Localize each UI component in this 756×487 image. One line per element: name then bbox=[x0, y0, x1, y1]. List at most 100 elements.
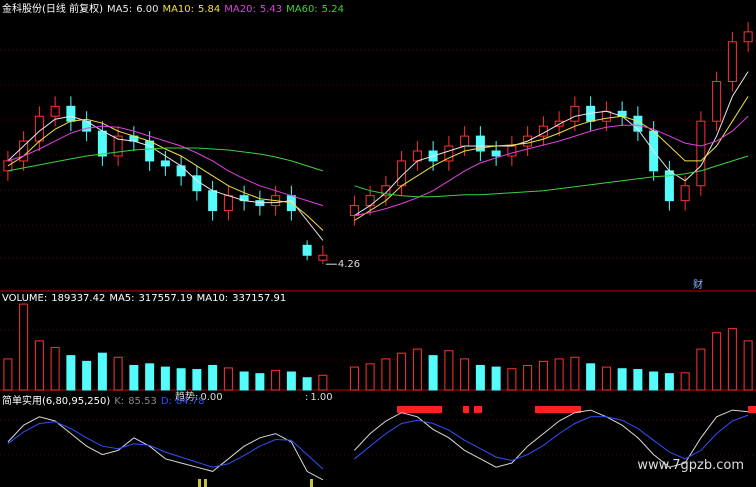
volume-bar bbox=[633, 369, 643, 391]
indicator-name: : bbox=[305, 392, 308, 403]
candle-body bbox=[601, 110, 611, 122]
watermark: www.7gpzb.com bbox=[637, 458, 744, 473]
candle-body bbox=[712, 81, 722, 122]
candle-body bbox=[19, 140, 29, 162]
volume-bar bbox=[475, 364, 485, 391]
indicator-header: 简单实用(6,80,95,250) K: 85.53 D: 84.78 bbox=[2, 392, 213, 407]
volume-bar bbox=[286, 371, 296, 391]
legend-value: 5.24 bbox=[321, 4, 344, 15]
candle-body bbox=[113, 135, 123, 157]
candle-body bbox=[66, 105, 76, 122]
volume-bar bbox=[50, 346, 60, 391]
legend-name: D: bbox=[160, 396, 172, 407]
candle-body bbox=[381, 185, 391, 197]
candle-body bbox=[491, 150, 501, 157]
volume-bar bbox=[97, 352, 107, 391]
volume-bar bbox=[727, 328, 737, 391]
event-marker: 财 bbox=[693, 278, 703, 291]
candle-body bbox=[302, 244, 312, 256]
candles bbox=[3, 21, 753, 265]
volume-bar bbox=[586, 363, 596, 391]
signal-marks bbox=[397, 406, 756, 413]
volume-bar bbox=[712, 332, 722, 391]
indicator: 趋势: 0.00 bbox=[175, 390, 223, 403]
trend-marks bbox=[198, 479, 313, 487]
candle-body bbox=[743, 31, 753, 43]
indicator-name: 趋势: bbox=[175, 390, 198, 403]
candle-body bbox=[208, 190, 218, 212]
candle-body bbox=[460, 135, 470, 147]
candle-body bbox=[255, 200, 265, 207]
candle-body bbox=[176, 165, 186, 177]
stock-title: 金科股份(日线 前复权) bbox=[2, 4, 103, 15]
volume-bar bbox=[113, 356, 123, 391]
candle-body bbox=[680, 185, 690, 202]
volume-bar bbox=[3, 358, 13, 391]
volume-bar bbox=[507, 368, 517, 391]
candle-body bbox=[145, 140, 155, 162]
legend-value: 5.84 bbox=[198, 4, 221, 15]
candle-body bbox=[507, 145, 517, 157]
volume-bar bbox=[192, 369, 202, 391]
volume-bar bbox=[19, 303, 29, 391]
indicator-value: 337157.91 bbox=[232, 293, 287, 304]
volume-bar bbox=[444, 350, 454, 391]
indicator-value: 1.00 bbox=[310, 392, 332, 403]
series-line bbox=[7, 71, 749, 241]
legend-name: MA10: bbox=[162, 4, 195, 15]
candle-body bbox=[97, 130, 107, 157]
volume-bar bbox=[66, 355, 76, 391]
indicator-name: MA5: bbox=[109, 293, 135, 304]
volume-bar bbox=[176, 368, 186, 391]
indicator-value: 317557.19 bbox=[138, 293, 193, 304]
candle-body bbox=[475, 135, 485, 152]
volume-bar bbox=[649, 371, 659, 391]
volume-bar bbox=[412, 348, 422, 391]
annotation-label: 4.26 bbox=[338, 259, 360, 270]
volume-bar bbox=[82, 360, 92, 391]
series-line bbox=[7, 96, 749, 231]
volume-bar bbox=[523, 364, 533, 391]
volume-bar bbox=[129, 364, 139, 391]
volume-bar bbox=[664, 373, 674, 391]
legend-value: 84.78 bbox=[175, 396, 205, 407]
candle-body bbox=[412, 150, 422, 162]
legend-value: 6.00 bbox=[136, 4, 159, 15]
candle-body bbox=[3, 160, 13, 172]
price-header: 金科股份(日线 前复权) MA5: 6.00 MA10: 5.84 MA20: 5.43 MA… bbox=[2, 0, 352, 15]
volume-value: 189337.42 bbox=[51, 293, 106, 304]
volume-bar bbox=[617, 368, 627, 391]
indicator-name: MA10: bbox=[196, 293, 229, 304]
legend-name: MA20: bbox=[224, 4, 256, 15]
legend-name: MA5: bbox=[106, 4, 133, 15]
candle-body bbox=[696, 120, 706, 187]
volume-bar bbox=[381, 358, 391, 391]
volume-bar bbox=[208, 364, 218, 391]
candle-body bbox=[50, 105, 60, 117]
volume-bar bbox=[271, 369, 281, 391]
volume-bar bbox=[680, 372, 690, 391]
series-line bbox=[7, 409, 749, 481]
legend-value: 85.53 bbox=[128, 396, 157, 407]
indicator: :1.00 bbox=[305, 392, 333, 403]
volume-bar bbox=[554, 358, 564, 391]
volume-bar bbox=[601, 366, 611, 391]
volume-bar bbox=[696, 348, 706, 391]
indicator-value: 0.00 bbox=[200, 392, 222, 403]
candle-body bbox=[727, 41, 737, 82]
volume-bar bbox=[460, 358, 470, 391]
volume-bar bbox=[397, 352, 407, 391]
ma-group bbox=[7, 71, 749, 241]
volume-bar bbox=[538, 360, 548, 391]
volume-bar bbox=[349, 366, 359, 391]
volume-bar bbox=[145, 363, 155, 391]
volume-title: VOLUME: bbox=[2, 293, 48, 304]
volume-header: VOLUME: 189337.42 MA5: 317557.19 MA10: 337157… bbox=[2, 293, 294, 304]
candle-body bbox=[223, 195, 233, 212]
series-line bbox=[7, 147, 749, 198]
candle-body bbox=[444, 145, 454, 162]
indicator-title: 简单实用(6,80,95,250) bbox=[2, 396, 111, 407]
candle-body bbox=[318, 254, 328, 261]
